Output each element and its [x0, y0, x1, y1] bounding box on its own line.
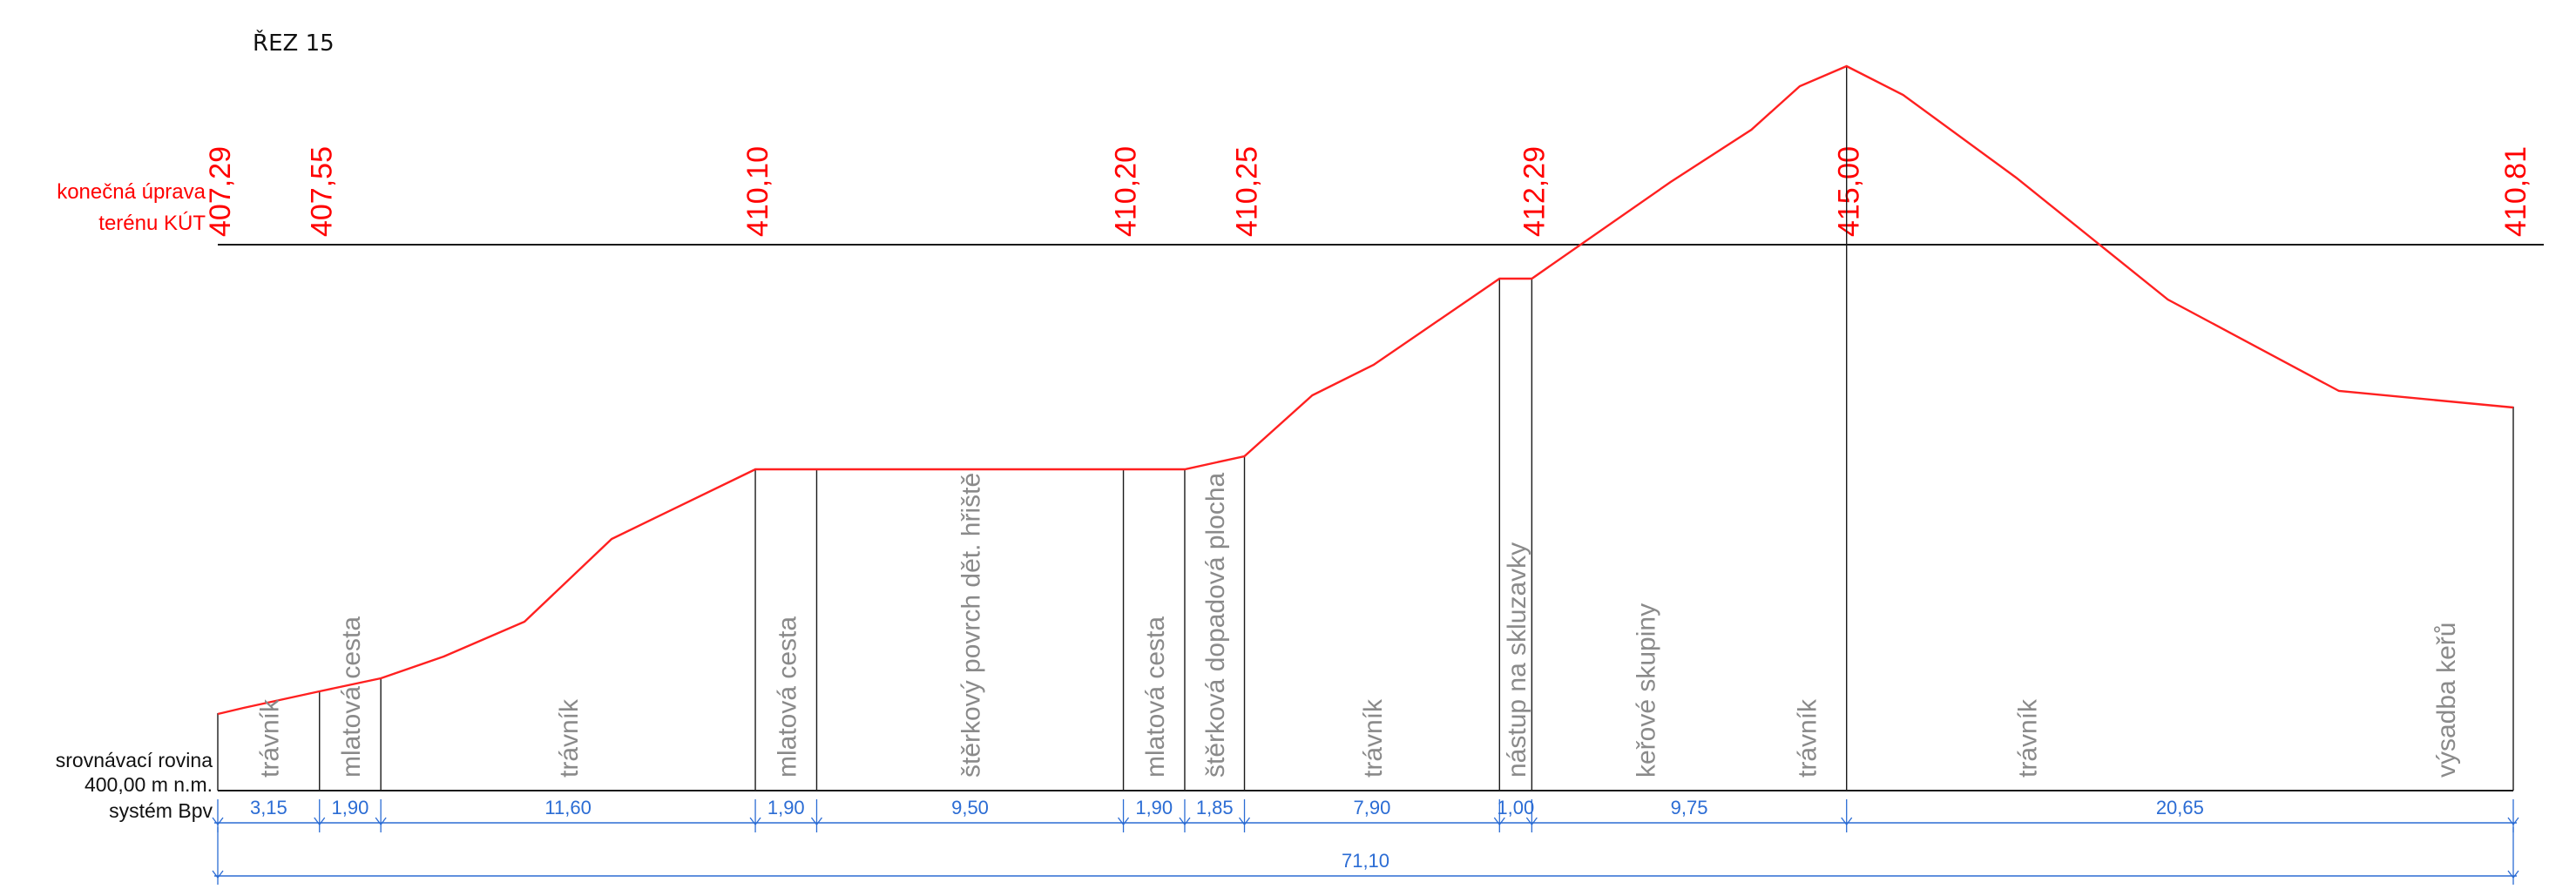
dimension-arrow: [1841, 817, 1853, 826]
segment-length-label: 1,90: [767, 797, 805, 818]
dimension-arrow: [749, 817, 761, 826]
elevation-label: 410,81: [2499, 146, 2532, 237]
surface-label: trávník: [2013, 698, 2042, 778]
dimension-arrow: [2507, 817, 2519, 826]
total-length-label: 71,10: [1342, 850, 1389, 872]
segment-length-label: 11,60: [544, 797, 591, 818]
header-label-line2: terénu KÚT: [98, 212, 206, 235]
segment-dividers: [217, 65, 2514, 791]
surface-label: výsadba keřů: [2432, 623, 2461, 778]
segment-length-label: 1,00: [1497, 797, 1534, 818]
datum-label-line3: systém Bpv: [109, 799, 213, 822]
dimension-arrow: [1525, 817, 1538, 826]
dimension-arrow: [1179, 817, 1191, 826]
dimension-arrow: [810, 817, 822, 826]
elevation-label: 410,20: [1110, 146, 1143, 237]
segment-length-label: 1,90: [1135, 797, 1173, 818]
segment-length-label: 20,65: [2156, 797, 2204, 818]
drawing-title: ŘEZ 15: [253, 29, 335, 57]
surface-label: štěrková dopadová plocha: [1201, 472, 1230, 778]
dimension-arrow: [375, 817, 387, 826]
segment-length-label: 1,90: [332, 797, 369, 818]
elevation-label: 412,29: [1518, 146, 1551, 237]
segment-length-label: 1,85: [1196, 797, 1234, 818]
segment-length-label: 9,50: [951, 797, 989, 818]
dimension-arrow: [1118, 817, 1130, 826]
surface-label: nástup na skluzavky: [1503, 542, 1531, 778]
dimension-chain: 3,15 1,90 11,60 1,90 9,50 1,90 1,85 7,90 1,00 9,7…: [212, 797, 2519, 832]
segment-length-label: 3,15: [250, 797, 287, 818]
surface-label: trávník: [1793, 698, 1822, 778]
dimension-arrow: [1239, 817, 1251, 826]
terrain-profile-line: [217, 64, 2514, 716]
total-dimension: 71,10: [212, 827, 2519, 885]
total-dimension-arrow: [2507, 870, 2519, 879]
surface-label: štěrkový povrch dět. hřiště: [957, 473, 986, 778]
dimension-arrow: [212, 817, 224, 826]
datum-label-line1: srovnávací rovina: [56, 749, 213, 771]
segment-length-label: 7,90: [1353, 797, 1390, 818]
total-dimension-arrow: [212, 870, 224, 879]
dimension-arrow: [314, 817, 326, 826]
elevation-label: 407,55: [306, 146, 339, 237]
segment-length-label: 9,75: [1671, 797, 1708, 818]
dimension-arrow: [1493, 817, 1505, 826]
surface-label: trávník: [1359, 698, 1388, 778]
datum-label-line2: 400,00 m n.m.: [85, 773, 213, 796]
elevation-label: 410,10: [741, 146, 774, 237]
header-label-line1: konečná úprava: [57, 180, 206, 204]
surface-label: trávník: [555, 698, 584, 778]
surface-label: mlatová cesta: [337, 616, 366, 778]
elevation-label: 407,29: [204, 146, 237, 237]
elevation-label: 410,25: [1231, 146, 1264, 237]
elevation-label: 415,00: [1833, 146, 1866, 237]
surface-label: trávník: [255, 698, 284, 778]
elevation-labels: 407,29 407,55 410,10 410,20 410,25 412,29 415,…: [204, 146, 2532, 237]
surface-label: mlatová cesta: [1141, 616, 1170, 778]
surface-label: mlatová cesta: [773, 616, 801, 778]
surface-labels: trávník mlatová cesta trávník mlatová cesta…: [255, 472, 2461, 778]
surface-label: keřové skupiny: [1632, 603, 1660, 778]
